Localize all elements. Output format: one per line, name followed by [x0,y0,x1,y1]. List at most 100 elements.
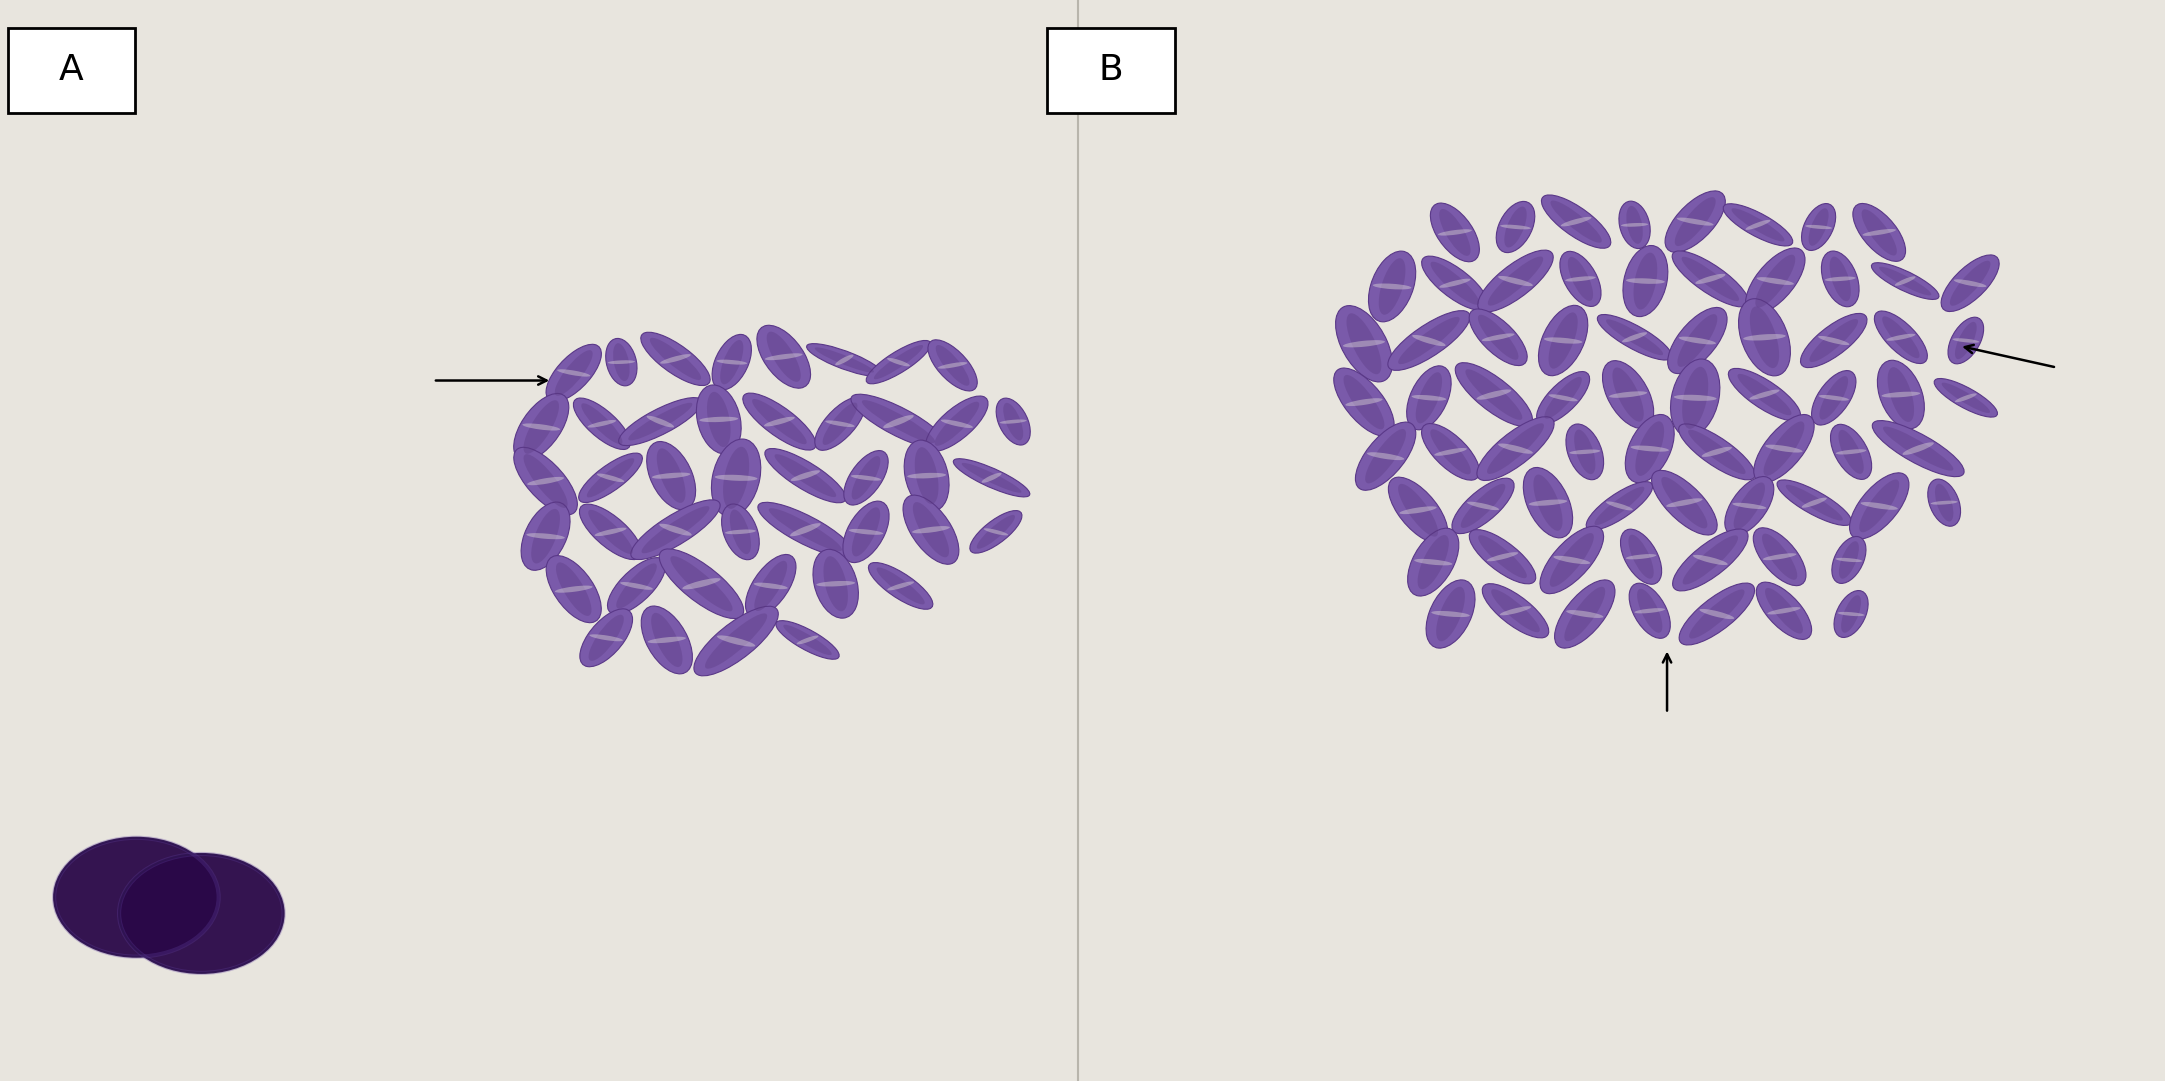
Ellipse shape [775,454,836,497]
Ellipse shape [996,398,1031,445]
Ellipse shape [851,456,881,499]
Ellipse shape [1689,430,1745,473]
Ellipse shape [717,360,747,364]
Ellipse shape [1399,484,1438,536]
Ellipse shape [1622,223,1648,227]
Ellipse shape [1468,502,1498,510]
Ellipse shape [1886,334,1916,341]
Ellipse shape [1399,317,1459,364]
Ellipse shape [1379,258,1405,315]
Ellipse shape [1479,315,1518,360]
Ellipse shape [647,637,686,643]
Ellipse shape [1002,403,1024,440]
Ellipse shape [619,582,654,590]
Ellipse shape [1366,452,1405,461]
Ellipse shape [1840,596,1862,632]
Ellipse shape [1754,528,1806,586]
Ellipse shape [814,347,875,373]
Ellipse shape [1680,583,1754,645]
Ellipse shape [712,334,751,390]
Ellipse shape [1533,475,1563,531]
Ellipse shape [1762,553,1797,560]
Ellipse shape [764,417,795,426]
Ellipse shape [1624,245,1667,317]
Ellipse shape [1487,256,1544,306]
Ellipse shape [650,337,701,381]
Ellipse shape [764,353,803,360]
Ellipse shape [844,451,888,505]
Ellipse shape [1927,479,1961,526]
Ellipse shape [1676,197,1715,246]
Ellipse shape [522,424,561,430]
Ellipse shape [721,504,760,560]
Ellipse shape [1574,429,1596,475]
Ellipse shape [1951,261,1990,306]
Ellipse shape [1570,450,1600,454]
Ellipse shape [1695,273,1726,284]
Ellipse shape [554,350,593,396]
Ellipse shape [1871,263,1940,299]
Ellipse shape [1832,536,1866,584]
Ellipse shape [641,606,693,673]
Ellipse shape [546,556,602,623]
Ellipse shape [1487,424,1544,473]
Ellipse shape [764,449,847,503]
Ellipse shape [851,395,946,449]
Ellipse shape [1728,369,1801,421]
Ellipse shape [1498,276,1533,286]
Ellipse shape [1619,201,1650,249]
Ellipse shape [660,549,743,618]
Ellipse shape [769,508,842,551]
Ellipse shape [1609,391,1648,398]
Ellipse shape [1492,589,1539,632]
Ellipse shape [1455,362,1533,427]
Ellipse shape [1825,277,1855,281]
Ellipse shape [546,345,602,401]
Ellipse shape [1567,257,1593,301]
Ellipse shape [1399,506,1438,515]
Ellipse shape [1407,529,1459,596]
Ellipse shape [1743,334,1786,341]
Text: B: B [1098,53,1124,88]
Ellipse shape [1838,430,1864,473]
Ellipse shape [1836,450,1866,454]
Ellipse shape [578,453,643,503]
Ellipse shape [1344,375,1383,429]
Ellipse shape [524,400,559,454]
Ellipse shape [587,419,617,428]
Ellipse shape [1678,424,1756,480]
Ellipse shape [1548,395,1578,401]
Ellipse shape [1544,377,1583,418]
Ellipse shape [1505,206,1526,248]
Ellipse shape [1806,225,1832,229]
Ellipse shape [708,391,730,448]
Ellipse shape [790,470,821,481]
Ellipse shape [1422,424,1479,480]
Ellipse shape [1606,502,1632,510]
Ellipse shape [1461,484,1505,528]
Ellipse shape [556,562,591,616]
Ellipse shape [1598,315,1671,360]
Ellipse shape [1427,579,1474,649]
Ellipse shape [1342,341,1386,347]
Ellipse shape [868,562,933,610]
Ellipse shape [883,415,914,428]
Ellipse shape [595,528,626,536]
Ellipse shape [660,355,691,363]
Ellipse shape [554,586,593,592]
Ellipse shape [1496,201,1535,253]
Ellipse shape [1829,425,1873,479]
Ellipse shape [1777,480,1851,525]
Ellipse shape [526,533,565,539]
Ellipse shape [914,502,948,558]
Ellipse shape [608,558,665,614]
Ellipse shape [1414,559,1453,565]
Ellipse shape [1665,191,1726,252]
Ellipse shape [823,402,857,445]
Ellipse shape [1732,503,1767,509]
Ellipse shape [1834,590,1868,638]
Ellipse shape [1801,497,1827,508]
Ellipse shape [849,529,883,535]
Ellipse shape [1801,313,1866,368]
Ellipse shape [1933,378,1998,417]
